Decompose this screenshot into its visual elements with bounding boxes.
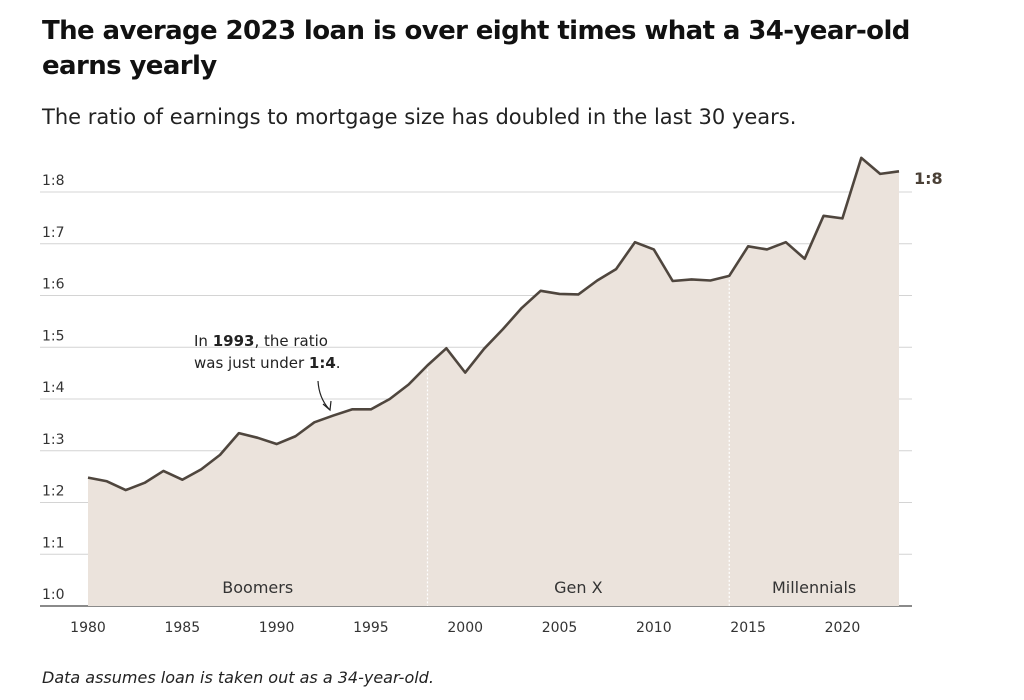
- generation-label: Boomers: [222, 578, 293, 597]
- x-tick-label: 2015: [730, 620, 766, 636]
- chart-title: The average 2023 loan is over eight time…: [42, 16, 910, 81]
- x-tick-label: 1995: [353, 620, 389, 636]
- x-axis-ticks: 1980 1985 1990 1995 2000 2005 2010 2015 2020: [70, 620, 860, 636]
- y-tick-label: 1:1: [42, 535, 65, 551]
- annotation-line-1: In 1993, the ratio: [194, 332, 328, 350]
- generation-label: Gen X: [554, 578, 602, 597]
- ratio-area: [88, 157, 899, 606]
- x-tick-label: 1985: [164, 620, 200, 636]
- chart-subtitle: The ratio of earnings to mortgage size h…: [42, 105, 797, 129]
- y-tick-label: 1:8: [42, 173, 65, 189]
- generation-labels: Boomers Gen X Millennials: [222, 578, 856, 597]
- y-tick-label: 1:7: [42, 225, 65, 241]
- y-tick-label: 1:5: [42, 328, 65, 344]
- generation-dividers: [426, 275, 730, 606]
- y-tick-label: 1:6: [42, 277, 65, 293]
- x-tick-label: 2005: [542, 620, 578, 636]
- x-tick-label: 2010: [636, 620, 672, 636]
- x-tick-label: 2000: [447, 620, 483, 636]
- generation-label: Millennials: [772, 578, 856, 597]
- y-tick-label: 1:0: [42, 587, 65, 603]
- y-tick-label: 1:2: [42, 484, 65, 500]
- y-tick-label: 1:3: [42, 432, 65, 448]
- end-value-label: 1:8: [914, 169, 943, 188]
- x-tick-label: 1990: [259, 620, 295, 636]
- y-axis-ticks: 1:0 1:1 1:2 1:3 1:4 1:5 1:6 1:7 1:8: [42, 173, 65, 603]
- annotation-arrowhead: [322, 400, 332, 412]
- annotation-line-2: was just under 1:4.: [194, 354, 341, 372]
- y-tick-label: 1:4: [42, 380, 65, 396]
- annotation-1993: In 1993, the ratio was just under 1:4.: [194, 332, 341, 412]
- ratio-line: [87, 156, 900, 492]
- data-note: Data assumes loan is taken out as a 34-y…: [42, 668, 434, 687]
- x-tick-label: 2020: [825, 620, 861, 636]
- x-tick-label: 1980: [70, 620, 106, 636]
